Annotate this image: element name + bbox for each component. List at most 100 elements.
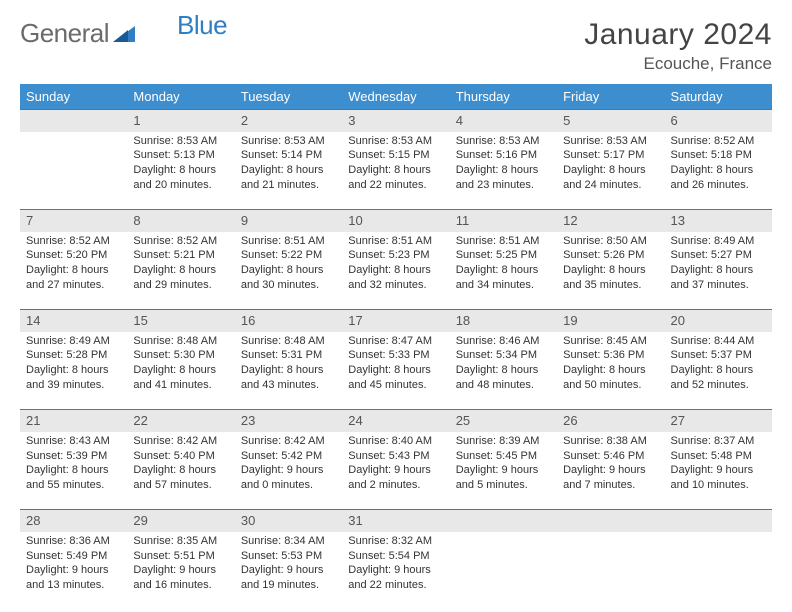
day-number-cell: 25 — [450, 410, 557, 432]
day-number-cell — [20, 110, 127, 132]
daylight-text: Daylight: 8 hours and 29 minutes. — [133, 263, 228, 293]
daylight-text: Daylight: 8 hours and 43 minutes. — [241, 363, 336, 393]
day-header: Friday — [557, 84, 664, 110]
day-number: 29 — [127, 510, 234, 532]
sunset-text: Sunset: 5:17 PM — [563, 148, 658, 163]
calendar-body-row: Sunrise: 8:53 AM Sunset: 5:13 PM Daylight:… — [20, 132, 772, 210]
sunrise-text: Sunrise: 8:34 AM — [241, 534, 336, 549]
day-cell: Sunrise: 8:36 AMSunset: 5:49 PMDaylight:… — [20, 532, 127, 610]
sunset-text: Sunset: 5:40 PM — [133, 449, 228, 464]
day-number-cell: 26 — [557, 410, 664, 432]
calendar-body-row: Sunrise: 8:52 AMSunset: 5:20 PMDaylight:… — [20, 232, 772, 310]
sunrise-text: Sunrise: 8:38 AM — [563, 434, 658, 449]
day-number: 27 — [665, 410, 772, 432]
sunset-text: Sunset: 5:42 PM — [241, 449, 336, 464]
day-cell — [20, 132, 127, 210]
sunset-text: Sunset: 5:53 PM — [241, 549, 336, 564]
day-number-cell — [557, 510, 664, 532]
sunrise-text: Sunrise: 8:42 AM — [133, 434, 228, 449]
calendar-daynum-row: 78910111213 — [20, 210, 772, 232]
day-number-cell: 28 — [20, 510, 127, 532]
sunset-text: Sunset: 5:39 PM — [26, 449, 121, 464]
day-number-cell: 22 — [127, 410, 234, 432]
day-number-cell: 13 — [665, 210, 772, 232]
sunset-text: Sunset: 5:13 PM — [133, 148, 228, 163]
day-number-cell: 23 — [235, 410, 342, 432]
day-cell: Sunrise: 8:42 AMSunset: 5:40 PMDaylight:… — [127, 432, 234, 510]
daylight-text: Daylight: 8 hours and 41 minutes. — [133, 363, 228, 393]
calendar-body-row: Sunrise: 8:49 AMSunset: 5:28 PMDaylight:… — [20, 332, 772, 410]
sunset-text: Sunset: 5:34 PM — [456, 348, 551, 363]
day-number-cell — [450, 510, 557, 532]
day-cell: Sunrise: 8:52 AMSunset: 5:20 PMDaylight:… — [20, 232, 127, 310]
day-number-cell: 4 — [450, 110, 557, 132]
daylight-text: Daylight: 8 hours and 27 minutes. — [26, 263, 121, 293]
sunrise-text: Sunrise: 8:49 AM — [671, 234, 766, 249]
day-number: 13 — [665, 210, 772, 232]
sunrise-text: Sunrise: 8:51 AM — [456, 234, 551, 249]
day-number-cell: 7 — [20, 210, 127, 232]
day-number-cell: 18 — [450, 310, 557, 332]
day-number-cell: 30 — [235, 510, 342, 532]
sunset-text: Sunset: 5:51 PM — [133, 549, 228, 564]
day-cell: Sunrise: 8:38 AMSunset: 5:46 PMDaylight:… — [557, 432, 664, 510]
sunrise-text: Sunrise: 8:52 AM — [133, 234, 228, 249]
day-cell: Sunrise: 8:45 AMSunset: 5:36 PMDaylight:… — [557, 332, 664, 410]
sunset-text: Sunset: 5:22 PM — [241, 248, 336, 263]
day-header: Monday — [127, 84, 234, 110]
day-number: 10 — [342, 210, 449, 232]
day-number: 17 — [342, 310, 449, 332]
daylight-text: Daylight: 8 hours and 26 minutes. — [671, 163, 766, 193]
sunrise-text: Sunrise: 8:53 AM — [241, 134, 336, 149]
day-number-cell: 24 — [342, 410, 449, 432]
sunset-text: Sunset: 5:18 PM — [671, 148, 766, 163]
sunset-text: Sunset: 5:36 PM — [563, 348, 658, 363]
sunset-text: Sunset: 5:33 PM — [348, 348, 443, 363]
day-cell: Sunrise: 8:51 AMSunset: 5:23 PMDaylight:… — [342, 232, 449, 310]
sunset-text: Sunset: 5:37 PM — [671, 348, 766, 363]
daylight-text: Daylight: 8 hours and 21 minutes. — [241, 163, 336, 193]
sunset-text: Sunset: 5:45 PM — [456, 449, 551, 464]
sunset-text: Sunset: 5:21 PM — [133, 248, 228, 263]
sunset-text: Sunset: 5:15 PM — [348, 148, 443, 163]
daylight-text: Daylight: 8 hours and 55 minutes. — [26, 463, 121, 493]
daylight-text: Daylight: 8 hours and 24 minutes. — [563, 163, 658, 193]
sunrise-text: Sunrise: 8:46 AM — [456, 334, 551, 349]
daylight-text: Daylight: 8 hours and 39 minutes. — [26, 363, 121, 393]
sunrise-text: Sunrise: 8:37 AM — [671, 434, 766, 449]
day-cell — [450, 532, 557, 610]
calendar-daynum-row: 21222324252627 — [20, 410, 772, 432]
day-number-cell: 19 — [557, 310, 664, 332]
page-title: January 2024 — [584, 18, 772, 52]
daylight-text: Daylight: 8 hours and 35 minutes. — [563, 263, 658, 293]
day-number-cell: 1 — [127, 110, 234, 132]
sunrise-text: Sunrise: 8:47 AM — [348, 334, 443, 349]
day-cell: Sunrise: 8:53 AMSunset: 5:14 PMDaylight:… — [235, 132, 342, 210]
day-number-cell: 2 — [235, 110, 342, 132]
day-number: 15 — [127, 310, 234, 332]
day-cell: Sunrise: 8:53 AMSunset: 5:16 PMDaylight:… — [450, 132, 557, 210]
day-number: 21 — [20, 410, 127, 432]
day-cell: Sunrise: 8:51 AMSunset: 5:25 PMDaylight:… — [450, 232, 557, 310]
day-number: 3 — [342, 110, 449, 132]
day-cell: Sunrise: 8:51 AMSunset: 5:22 PMDaylight:… — [235, 232, 342, 310]
sunrise-text: Sunrise: 8:52 AM — [26, 234, 121, 249]
sunset-text: Sunset: 5:31 PM — [241, 348, 336, 363]
day-header: Wednesday — [342, 84, 449, 110]
daylight-text: Daylight: 8 hours and 52 minutes. — [671, 363, 766, 393]
day-cell — [557, 532, 664, 610]
logo-text-general: General — [20, 18, 109, 49]
sunset-text: Sunset: 5:43 PM — [348, 449, 443, 464]
day-cell: Sunrise: 8:53 AMSunset: 5:17 PMDaylight:… — [557, 132, 664, 210]
sunset-text: Sunset: 5:48 PM — [671, 449, 766, 464]
sunset-text: Sunset: 5:28 PM — [26, 348, 121, 363]
day-number: 8 — [127, 210, 234, 232]
day-number: 6 — [665, 110, 772, 132]
daylight-text: Daylight: 9 hours and 22 minutes. — [348, 563, 443, 593]
day-number-cell: 17 — [342, 310, 449, 332]
sunrise-text: Sunrise: 8:39 AM — [456, 434, 551, 449]
sunset-text: Sunset: 5:27 PM — [671, 248, 766, 263]
daylight-text: Daylight: 8 hours and 34 minutes. — [456, 263, 551, 293]
day-number: 7 — [20, 210, 127, 232]
day-header: Thursday — [450, 84, 557, 110]
